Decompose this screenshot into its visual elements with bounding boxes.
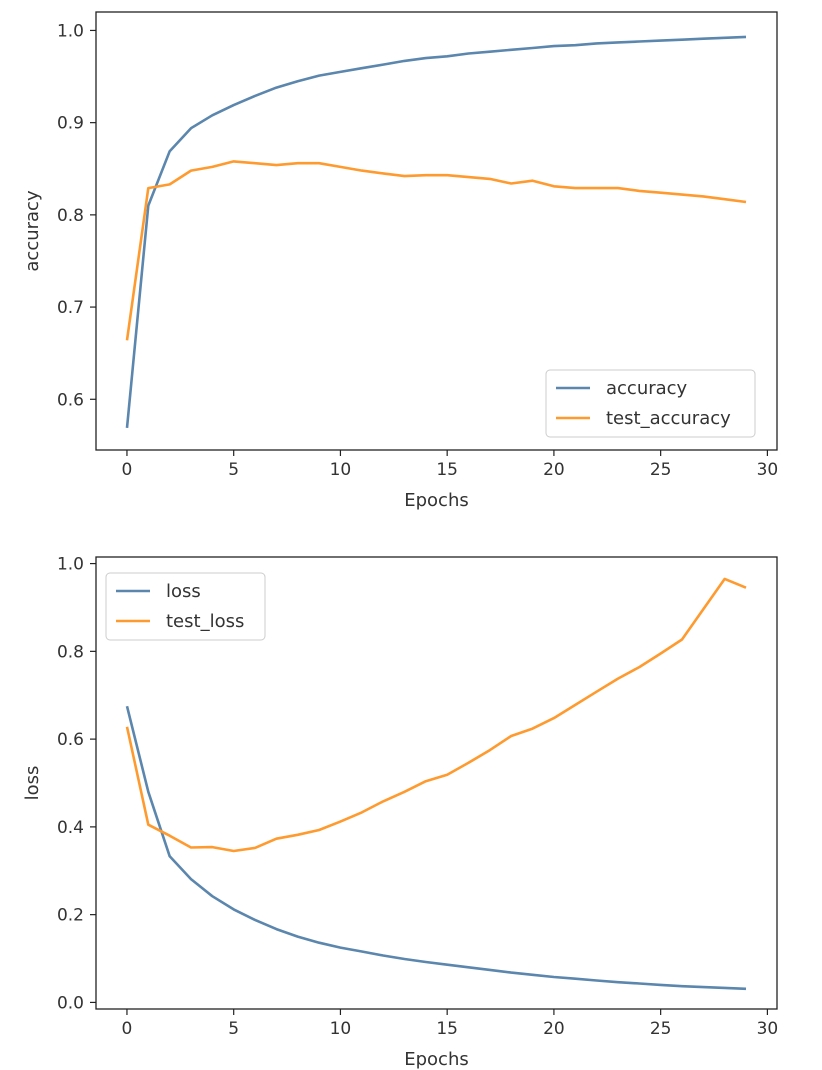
loss-legend: loss test_loss [105, 572, 266, 641]
y-tick-label: 0.0 [57, 993, 84, 1013]
legend-label-loss: loss [166, 581, 201, 602]
series-line-test-loss [125, 577, 747, 853]
accuracy-legend: accuracy test_accuracy [545, 369, 756, 438]
series-line-test-accuracy [125, 160, 747, 341]
x-tick-label: 5 [228, 460, 239, 480]
y-tick-label: 0.2 [57, 906, 84, 926]
y-tick-label: 0.9 [57, 114, 84, 134]
x-tick-label: 25 [650, 460, 672, 480]
x-tick-label: 20 [543, 460, 565, 480]
y-tick-label: 0.4 [57, 818, 84, 838]
y-tick-label: 0.8 [57, 642, 84, 662]
loss-x-axis-label: Epochs [404, 1049, 469, 1070]
x-tick-label: 5 [228, 1019, 239, 1039]
loss-y-axis-label: loss [22, 766, 43, 801]
x-tick-label: 0 [122, 1019, 133, 1039]
loss-plot-lines [125, 577, 747, 991]
x-tick-label: 20 [543, 1019, 565, 1039]
series-line-loss [125, 705, 747, 991]
x-tick-label: 10 [330, 1019, 352, 1039]
x-tick-label: 30 [757, 1019, 779, 1039]
x-tick-label: 15 [436, 460, 458, 480]
accuracy-x-axis-label: Epochs [404, 490, 469, 511]
y-tick-label: 1.0 [57, 555, 84, 575]
legend-label-test-accuracy: test_accuracy [606, 408, 731, 429]
x-tick-label: 30 [757, 460, 779, 480]
y-tick-label: 0.6 [57, 730, 84, 750]
loss-axis-ticks: 0 5 10 15 20 25 30 0.0 0.2 0.4 0.6 0.8 1.0 [57, 555, 778, 1039]
accuracy-plot-frame [95, 11, 778, 451]
y-tick-label: 1.0 [57, 21, 84, 41]
loss-chart: 0 5 10 15 20 25 30 0.0 0.2 0.4 0.6 0.8 1.0 Epochs lo… [22, 555, 778, 1070]
legend-label-test-loss: test_loss [166, 611, 244, 632]
accuracy-legend-box [545, 369, 756, 438]
y-tick-label: 0.8 [57, 206, 84, 226]
y-tick-label: 0.7 [57, 298, 84, 318]
x-tick-label: 15 [436, 1019, 458, 1039]
x-tick-label: 0 [122, 460, 133, 480]
x-tick-label: 10 [330, 460, 352, 480]
accuracy-axis-ticks: 0 5 10 15 20 25 30 0.6 0.7 0.8 0.9 1.0 [57, 21, 778, 480]
x-tick-label: 25 [650, 1019, 672, 1039]
accuracy-plot-lines [125, 35, 747, 429]
series-line-accuracy [125, 35, 747, 429]
y-tick-label: 0.6 [57, 390, 84, 410]
loss-plot-frame [95, 556, 778, 1010]
legend-label-accuracy: accuracy [606, 378, 688, 399]
accuracy-y-axis-label: accuracy [22, 190, 43, 272]
accuracy-chart: 0 5 10 15 20 25 30 0.6 0.7 0.8 0.9 1.0 Epochs accur… [22, 11, 778, 511]
